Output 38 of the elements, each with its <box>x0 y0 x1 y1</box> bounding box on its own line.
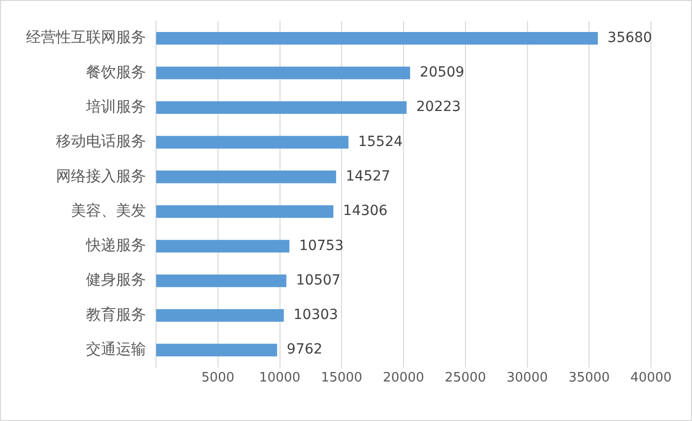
bar <box>156 205 334 218</box>
bar <box>156 66 410 80</box>
data-label: 20509 <box>420 64 464 81</box>
y-tick-label: 快递服务 <box>85 236 146 254</box>
y-tick-label: 餐饮服务 <box>86 62 146 81</box>
bar <box>156 344 278 356</box>
x-tick-label: 30000 <box>506 370 548 386</box>
bar <box>156 170 336 184</box>
data-label: 20223 <box>416 99 461 116</box>
data-label: 10303 <box>294 307 338 324</box>
data-label: 35680 <box>608 30 652 46</box>
data-label: 15524 <box>358 134 403 150</box>
data-label: 9762 <box>286 342 322 358</box>
data-label: 10753 <box>299 238 344 254</box>
x-tick-label: 15000 <box>320 370 362 386</box>
y-tick-label: 健身服务 <box>86 270 146 289</box>
x-tick-label: 25000 <box>444 370 486 386</box>
y-tick-label: 美容、美发 <box>71 201 146 220</box>
bar <box>156 309 284 322</box>
data-label: 14306 <box>343 203 388 220</box>
x-tick-label: 35000 <box>568 370 610 386</box>
x-tick-label: 20000 <box>382 370 424 386</box>
bar <box>156 136 348 149</box>
y-tick-label: 教育服务 <box>86 305 146 324</box>
y-tick-label: 移动电话服务 <box>56 132 146 150</box>
bar <box>156 240 290 252</box>
bar <box>156 101 407 114</box>
bar <box>156 274 286 288</box>
y-tick-label: 网络接入服务 <box>56 166 146 185</box>
y-tick-label: 交通运输 <box>86 340 146 358</box>
x-tick-label: 10000 <box>259 370 300 386</box>
x-tick-label: 5000 <box>201 370 234 386</box>
y-tick-label: 培训服务 <box>85 97 146 116</box>
bar <box>156 32 598 45</box>
data-label: 14527 <box>346 168 390 185</box>
data-label: 10507 <box>296 272 341 288</box>
y-tick-label: 经营性互联网服务 <box>26 28 146 46</box>
x-tick-label: 40000 <box>630 370 672 386</box>
